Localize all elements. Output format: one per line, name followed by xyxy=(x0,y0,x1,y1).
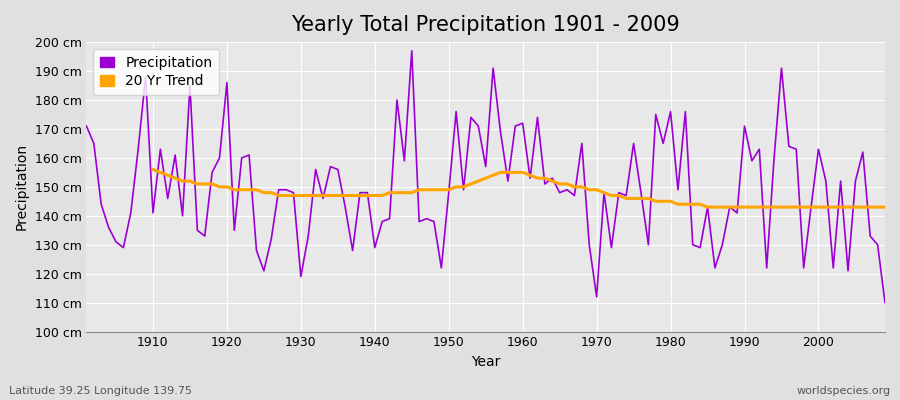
Text: worldspecies.org: worldspecies.org xyxy=(796,386,891,396)
Line: Precipitation: Precipitation xyxy=(86,51,885,303)
Precipitation xyxy=(347,248,358,253)
X-axis label: Year: Year xyxy=(471,355,500,369)
20 Yr Trend xyxy=(148,167,158,172)
Text: Latitude 39.25 Longitude 139.75: Latitude 39.25 Longitude 139.75 xyxy=(9,386,192,396)
Precipitation xyxy=(407,48,418,53)
Precipitation xyxy=(614,190,625,195)
Line: 20 Yr Trend: 20 Yr Trend xyxy=(153,170,885,207)
Precipitation xyxy=(140,74,151,79)
Legend: Precipitation, 20 Yr Trend: Precipitation, 20 Yr Trend xyxy=(94,49,220,95)
Title: Yearly Total Precipitation 1901 - 2009: Yearly Total Precipitation 1901 - 2009 xyxy=(292,15,680,35)
20 Yr Trend xyxy=(879,205,890,210)
Precipitation xyxy=(525,176,535,180)
Precipitation xyxy=(879,300,890,305)
20 Yr Trend xyxy=(318,193,328,198)
Precipitation xyxy=(302,234,313,238)
20 Yr Trend xyxy=(702,205,713,210)
20 Yr Trend xyxy=(850,205,860,210)
20 Yr Trend xyxy=(525,173,535,178)
20 Yr Trend xyxy=(584,187,595,192)
Y-axis label: Precipitation: Precipitation xyxy=(15,143,29,230)
Precipitation xyxy=(81,124,92,128)
20 Yr Trend xyxy=(828,205,839,210)
20 Yr Trend xyxy=(288,193,299,198)
Precipitation xyxy=(518,121,528,126)
